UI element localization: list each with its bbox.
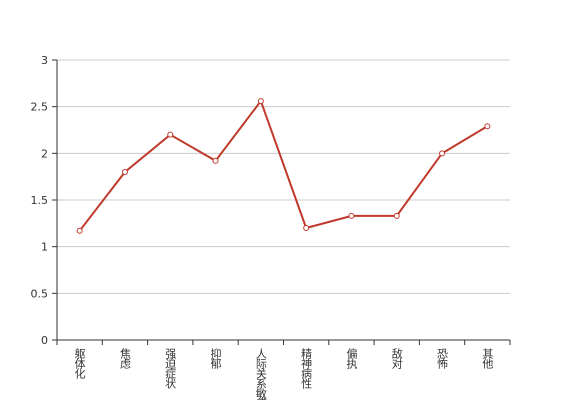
x-tick-label: 敌对 <box>390 347 403 369</box>
point <box>76 227 83 234</box>
x-tick-label: 躯体化 <box>73 348 86 380</box>
y-tick-label: 2.5 <box>31 101 49 114</box>
point <box>393 212 400 219</box>
y-tick-label: 3 <box>41 54 48 67</box>
point <box>303 225 310 231</box>
point <box>212 157 219 164</box>
x-tick-label: 人际关系敏感 <box>254 348 267 400</box>
point <box>439 150 446 157</box>
point <box>257 98 264 105</box>
point <box>167 131 174 138</box>
line <box>78 98 488 232</box>
x-tick-label: 强迫症状 <box>164 348 177 389</box>
x-tick-label: 恐怖 <box>436 348 449 369</box>
y-tick-label: 0 <box>41 334 48 347</box>
x-tick-label: 偏执 <box>345 347 358 370</box>
y-tick-label: 2 <box>41 147 48 160</box>
x-tick-label: 抑郁 <box>209 347 222 369</box>
point <box>348 212 355 219</box>
x-tick-label: 精神病性 <box>300 348 313 390</box>
y-tick-label: 1.5 <box>31 194 49 207</box>
point <box>121 169 128 175</box>
x-tick-label: 其他 <box>481 348 494 369</box>
y-tick-label: 1 <box>41 241 48 254</box>
y-tick-label: 0.5 <box>31 287 49 300</box>
x-tick-label: 焦虑 <box>118 348 131 369</box>
point <box>484 123 491 130</box>
